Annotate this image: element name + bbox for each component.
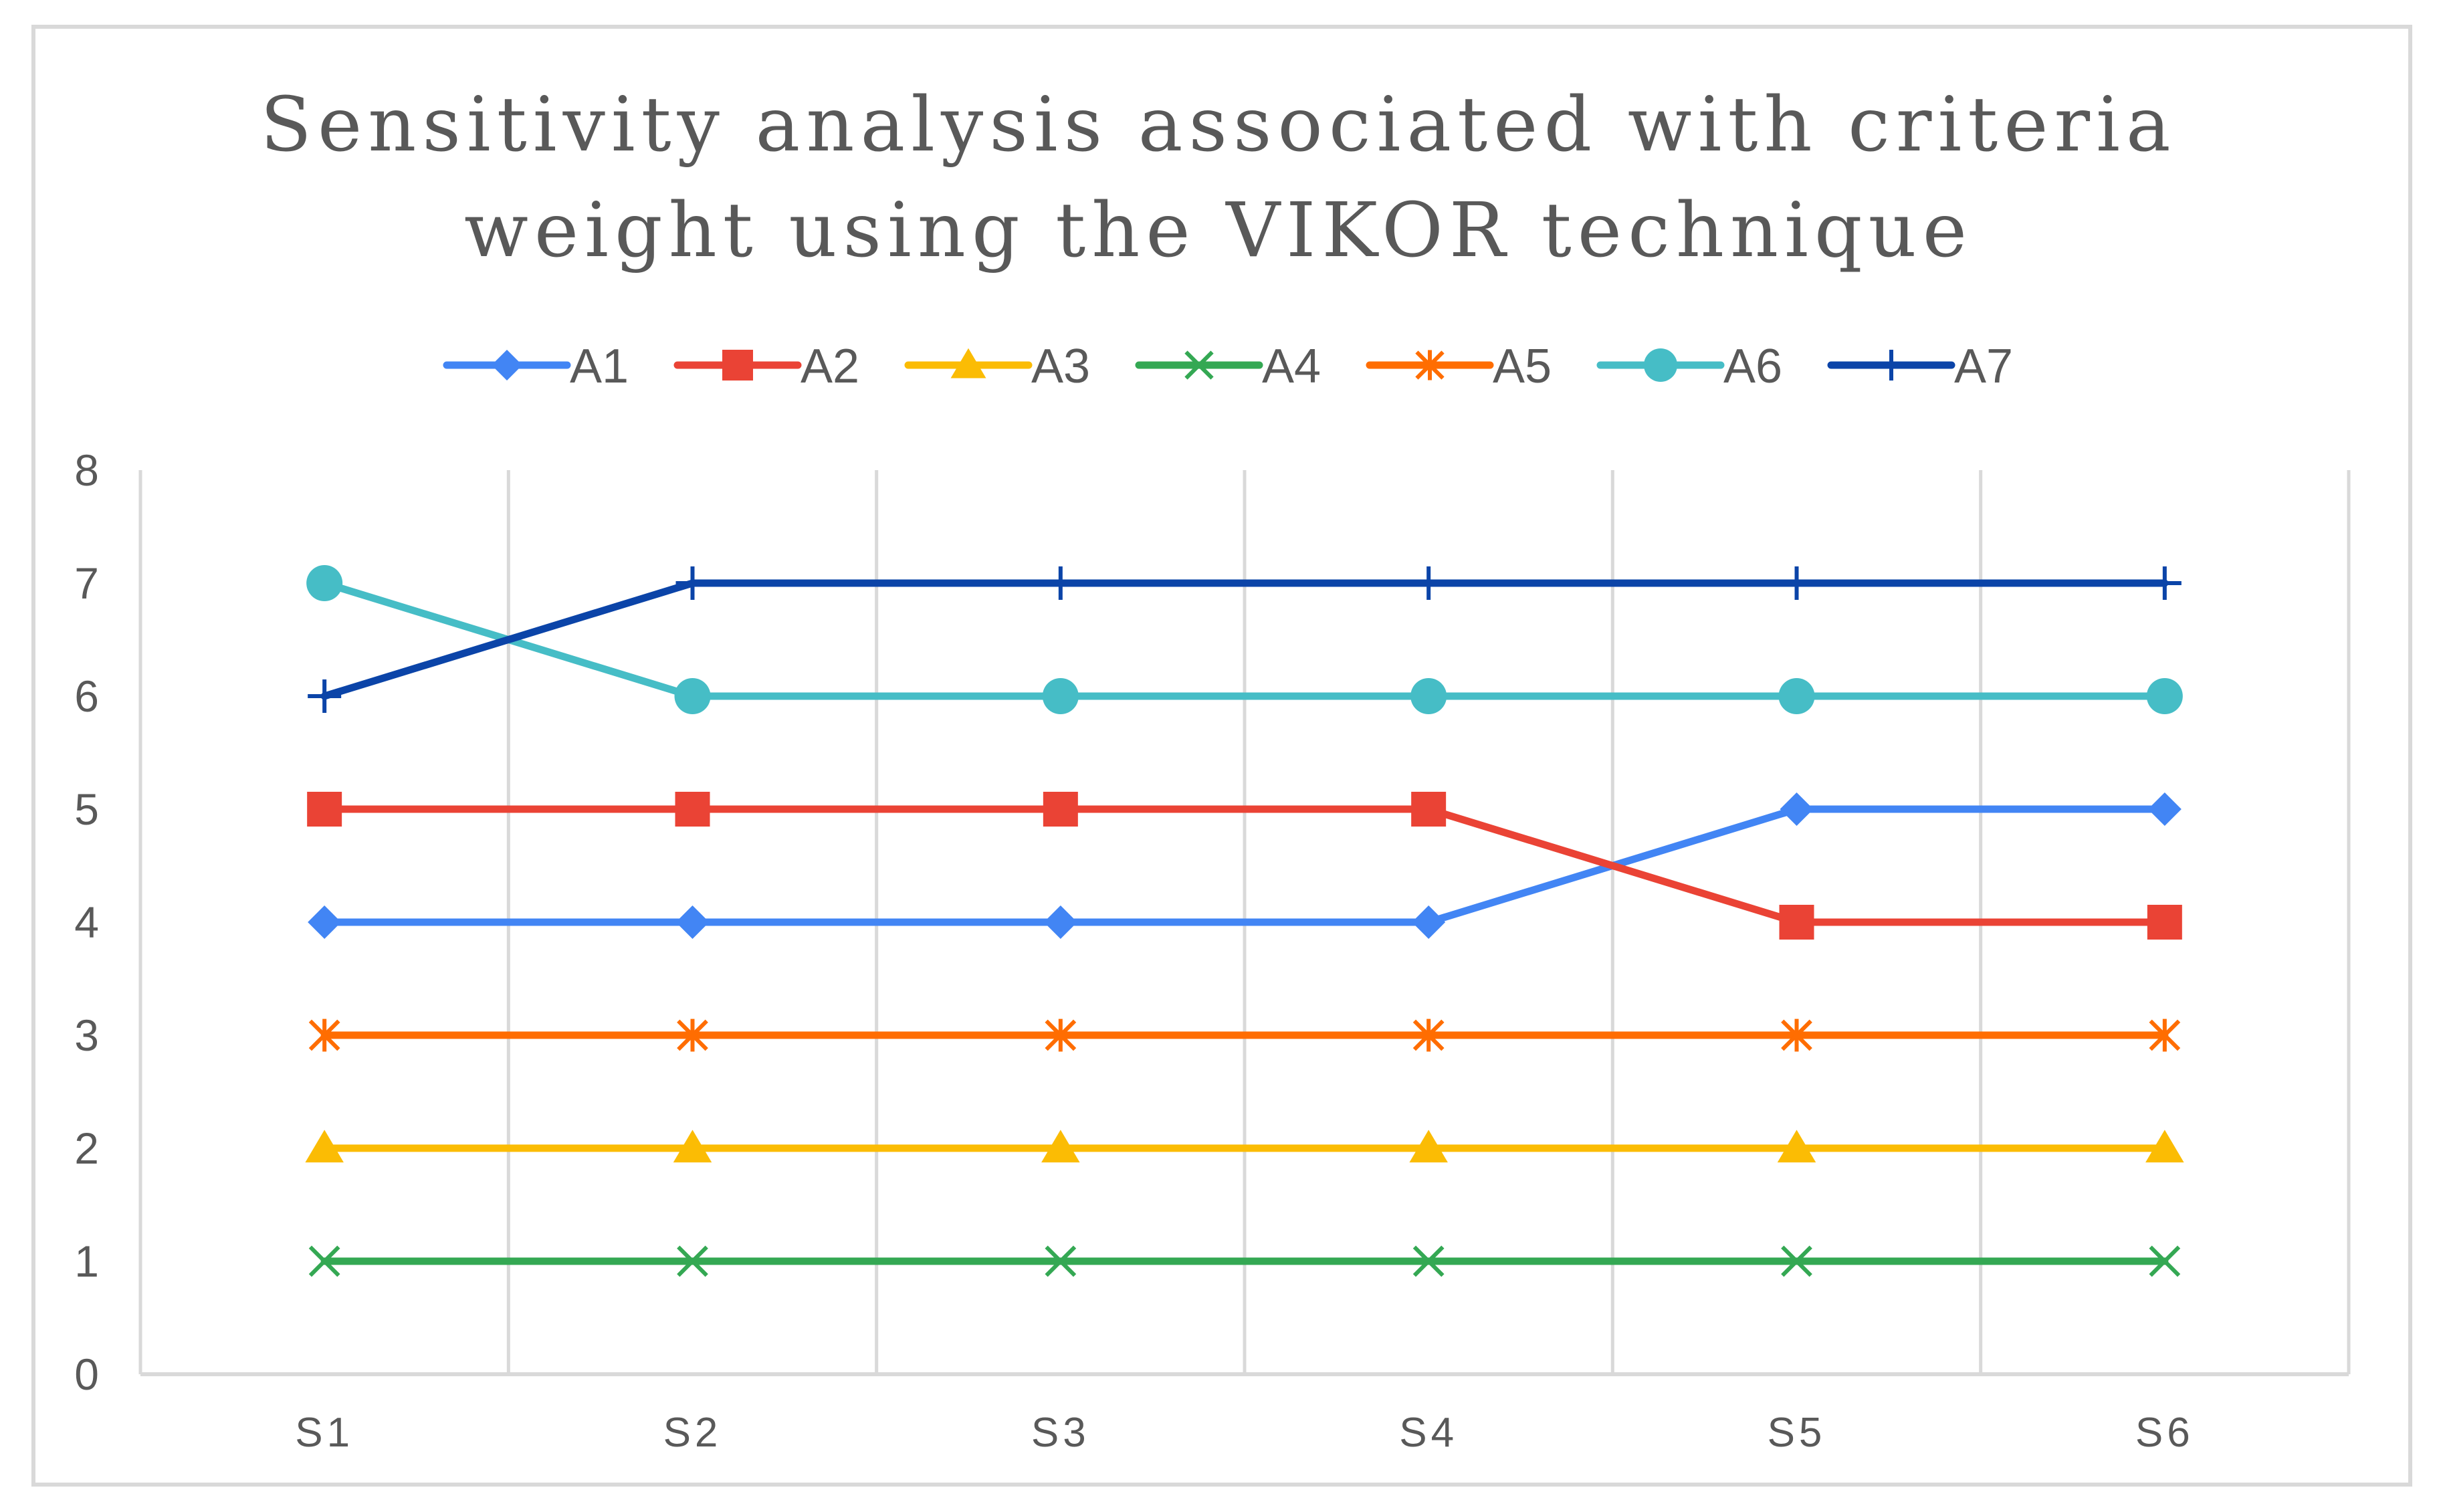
data-point [675,566,710,600]
data-point [1043,792,1078,827]
legend-label: A6 [1723,340,1782,393]
data-point [1411,792,1447,827]
data-point [677,1018,708,1052]
series-a2 [307,792,2182,940]
data-point [1043,566,1077,600]
y-tick-label: 2 [74,1123,99,1173]
series-line [320,579,2169,700]
legend-item-a1: A1 [443,340,629,393]
legend-label: A5 [1493,340,1552,393]
data-point [1412,1018,1445,1052]
series-line [320,805,2169,926]
data-point [1043,905,1077,939]
legend-marker [492,350,522,381]
series-a1 [308,792,2182,939]
data-point [2145,1129,2184,1163]
data-point [2147,566,2182,600]
chart-legend: A1 A2 A3 A4 A5 A6 A7 [443,340,2013,393]
y-tick-label: 8 [74,445,99,495]
data-point [308,679,342,713]
data-point [308,1018,340,1052]
data-point [306,565,343,601]
legend-item-a3: A3 [904,340,1090,393]
data-point [2149,1245,2181,1277]
series-line [320,805,2169,926]
data-point [308,1245,340,1277]
legend-label: A7 [1954,340,2013,393]
chart-title-line-2: weight using the VIKOR technique [464,187,1973,274]
legend-item-a4: A4 [1135,340,1321,393]
data-point [1781,1018,1812,1052]
legend-marker [722,350,753,381]
x-tick-label: S5 [1768,1410,1826,1456]
data-point [1412,905,1446,939]
data-point [1409,1129,1448,1163]
x-tick-label: S4 [1399,1410,1458,1456]
x-tick-label: S2 [663,1410,722,1456]
data-point [2146,678,2183,714]
chart-title-line-1: Sensitivity analysis associated with cri… [260,82,2176,169]
legend-item-a5: A5 [1366,340,1552,393]
data-point [675,792,710,827]
series-line [320,579,2169,700]
data-point [1412,1245,1445,1277]
data-point [2149,1018,2181,1052]
x-axis: S1 S2 S3 S4 S5 S6 [295,1410,2194,1456]
legend-marker [1876,350,1907,381]
y-axis: 0 1 2 3 4 5 6 7 8 [74,445,99,1399]
data-point [1777,1129,1816,1163]
plot-series [305,565,2184,1277]
legend-marker [1644,348,1677,382]
y-tick-label: 0 [74,1349,99,1399]
data-point [1041,1129,1080,1163]
series-a6 [306,565,2183,714]
data-point [677,1245,708,1277]
legend-label: A4 [1262,340,1321,393]
data-point [305,1129,344,1163]
y-tick-label: 1 [74,1236,99,1286]
y-tick-label: 5 [74,784,99,834]
data-point [675,905,710,939]
data-point [1779,905,1814,940]
data-point [674,678,711,714]
legend-item-a7: A7 [1827,340,2013,393]
legend-item-a6: A6 [1596,340,1782,393]
data-point [1412,566,1446,600]
y-tick-label: 6 [74,671,99,721]
data-point [1778,678,1815,714]
series-a4 [308,1245,2181,1277]
data-point [1780,792,1814,826]
data-point [1045,1018,1077,1052]
data-point [307,792,342,827]
legend-item-a2: A2 [673,340,859,393]
data-point [2147,905,2182,940]
x-tick-label: S3 [1031,1410,1090,1456]
data-point [1781,1245,1812,1277]
data-point [673,1129,712,1163]
chart-border [31,25,2412,1487]
y-tick-label: 7 [74,558,99,608]
data-point [1780,566,1814,600]
legend-marker [1184,350,1214,380]
data-point [308,905,342,939]
legend-marker [1415,350,1445,381]
series-a7 [308,566,2182,713]
data-point [1410,678,1447,714]
legend-marker [950,348,986,379]
legend-label: A1 [570,340,629,393]
chart-title: Sensitivity analysis associated with cri… [260,82,2176,274]
series-a3 [305,1129,2184,1163]
y-tick-label: 3 [74,1010,99,1060]
data-point [2147,792,2182,826]
x-tick-label: S1 [295,1410,354,1456]
x-tick-label: S6 [2135,1410,2194,1456]
legend-label: A3 [1031,340,1090,393]
y-tick-label: 4 [74,897,99,947]
data-point [1045,1245,1077,1277]
series-a5 [308,1018,2181,1052]
legend-label: A2 [801,340,859,393]
data-point [1042,678,1079,714]
